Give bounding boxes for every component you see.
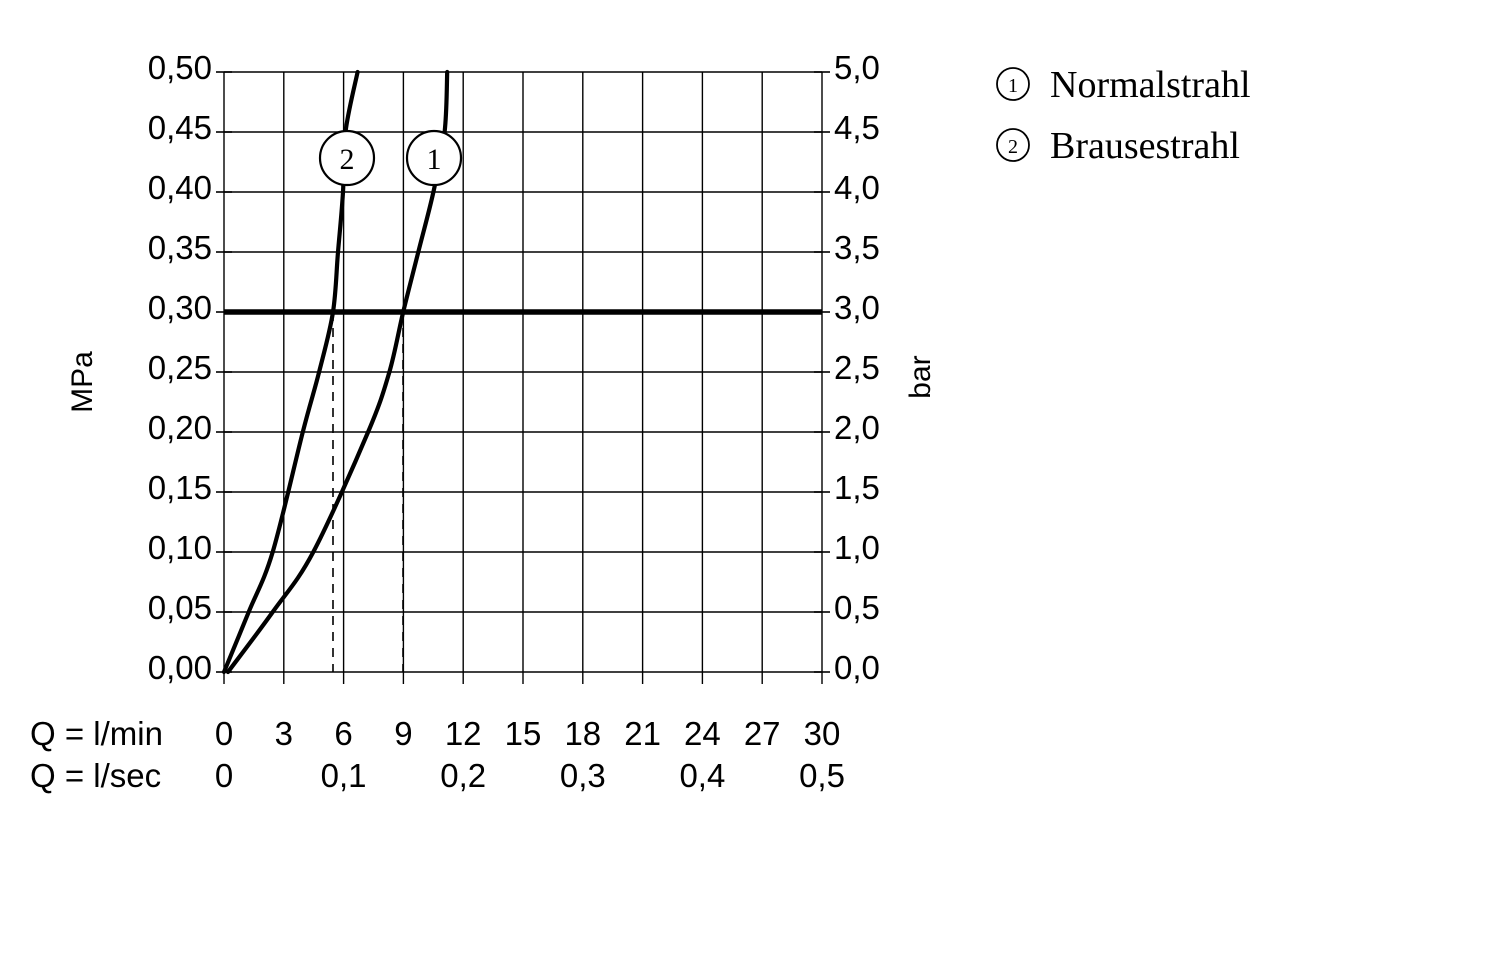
- svg-text:MPa: MPa: [66, 351, 99, 413]
- svg-text:0,2: 0,2: [440, 757, 486, 794]
- svg-text:0,5: 0,5: [834, 589, 880, 626]
- svg-text:0: 0: [215, 757, 233, 794]
- svg-text:1: 1: [1008, 75, 1018, 97]
- svg-text:15: 15: [505, 715, 542, 752]
- svg-text:2: 2: [1008, 136, 1018, 158]
- svg-text:0,0: 0,0: [834, 649, 880, 686]
- svg-text:18: 18: [564, 715, 601, 752]
- svg-text:1,5: 1,5: [834, 469, 880, 506]
- svg-text:0,5: 0,5: [799, 757, 845, 794]
- svg-text:0,25: 0,25: [148, 349, 212, 386]
- svg-text:0,50: 0,50: [148, 49, 212, 86]
- svg-text:0,4: 0,4: [679, 757, 725, 794]
- svg-text:30: 30: [804, 715, 841, 752]
- svg-text:0,1: 0,1: [321, 757, 367, 794]
- svg-text:4,5: 4,5: [834, 109, 880, 146]
- svg-text:6: 6: [334, 715, 352, 752]
- svg-text:0,40: 0,40: [148, 169, 212, 206]
- svg-text:1: 1: [427, 143, 442, 176]
- svg-text:9: 9: [394, 715, 412, 752]
- svg-text:0,10: 0,10: [148, 529, 212, 566]
- svg-text:0,15: 0,15: [148, 469, 212, 506]
- svg-text:3,5: 3,5: [834, 229, 880, 266]
- svg-text:Normalstrahl: Normalstrahl: [1050, 64, 1251, 106]
- svg-text:0,3: 0,3: [560, 757, 606, 794]
- svg-text:21: 21: [624, 715, 661, 752]
- svg-text:0,45: 0,45: [148, 109, 212, 146]
- svg-text:0,35: 0,35: [148, 229, 212, 266]
- svg-text:0: 0: [215, 715, 233, 752]
- svg-text:bar: bar: [904, 355, 937, 398]
- svg-text:12: 12: [445, 715, 482, 752]
- svg-text:3: 3: [275, 715, 293, 752]
- svg-text:0,05: 0,05: [148, 589, 212, 626]
- svg-text:Brausestrahl: Brausestrahl: [1050, 125, 1240, 167]
- svg-text:0,30: 0,30: [148, 289, 212, 326]
- svg-text:3,0: 3,0: [834, 289, 880, 326]
- svg-text:2: 2: [340, 143, 355, 176]
- svg-text:2,5: 2,5: [834, 349, 880, 386]
- svg-text:Q = l/min: Q = l/min: [30, 715, 163, 752]
- svg-text:5,0: 5,0: [834, 49, 880, 86]
- svg-text:1,0: 1,0: [834, 529, 880, 566]
- svg-text:0,00: 0,00: [148, 649, 212, 686]
- svg-text:4,0: 4,0: [834, 169, 880, 206]
- svg-text:24: 24: [684, 715, 721, 752]
- svg-text:0,20: 0,20: [148, 409, 212, 446]
- svg-text:27: 27: [744, 715, 781, 752]
- svg-text:Q = l/sec: Q = l/sec: [30, 757, 161, 794]
- svg-text:2,0: 2,0: [834, 409, 880, 446]
